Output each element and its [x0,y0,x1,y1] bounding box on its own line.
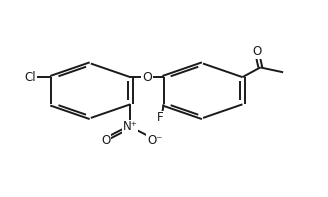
Text: O⁻: O⁻ [147,134,162,147]
Text: O: O [101,134,111,147]
Text: O: O [142,71,152,84]
Text: Cl: Cl [25,71,36,84]
Text: N⁺: N⁺ [123,120,138,133]
Text: O: O [253,45,262,58]
Text: F: F [157,112,164,125]
